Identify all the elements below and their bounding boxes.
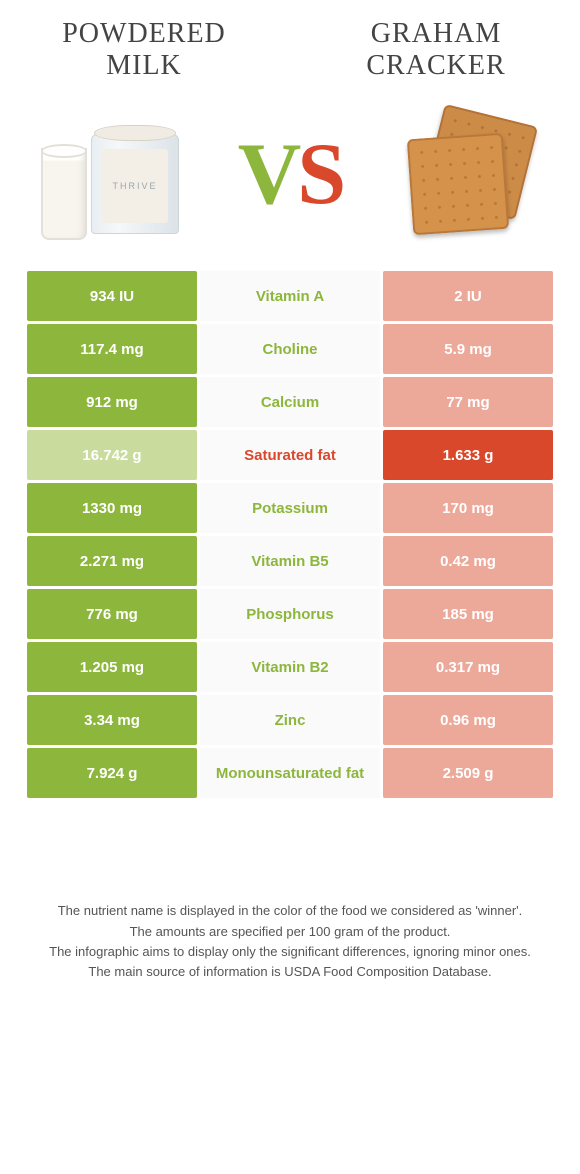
nutrient-name: Vitamin B2: [200, 642, 380, 692]
nutrient-table-body: 934 IUVitamin A2 IU117.4 mgCholine5.9 mg…: [27, 271, 553, 798]
right-value: 185 mg: [383, 589, 553, 639]
nutrient-name: Choline: [200, 324, 380, 374]
table-row: 1330 mgPotassium170 mg: [27, 483, 553, 533]
left-value: 2.271 mg: [27, 536, 197, 586]
right-food-title: GRAHAMCRACKER: [336, 18, 536, 82]
nutrient-name: Phosphorus: [200, 589, 380, 639]
right-value: 77 mg: [383, 377, 553, 427]
left-value: 16.742 g: [27, 430, 197, 480]
right-value: 0.42 mg: [383, 536, 553, 586]
left-food-illustration: THRIVE: [34, 100, 184, 250]
nutrient-name: Potassium: [200, 483, 380, 533]
nutrient-name: Saturated fat: [200, 430, 380, 480]
vs-s: S: [297, 126, 342, 223]
right-value: 0.96 mg: [383, 695, 553, 745]
left-value: 3.34 mg: [27, 695, 197, 745]
right-value: 2.509 g: [383, 748, 553, 798]
graham-cracker-icon: [396, 110, 546, 240]
left-value: 912 mg: [27, 377, 197, 427]
table-row: 1.205 mgVitamin B20.317 mg: [27, 642, 553, 692]
nutrient-name: Calcium: [200, 377, 380, 427]
canister-label: THRIVE: [102, 149, 168, 223]
footnote-line: The main source of information is USDA F…: [30, 962, 550, 982]
left-value: 7.924 g: [27, 748, 197, 798]
hero-row: THRIVE VS: [24, 100, 556, 250]
table-row: 3.34 mgZinc0.96 mg: [27, 695, 553, 745]
left-value: 1.205 mg: [27, 642, 197, 692]
table-row: 934 IUVitamin A2 IU: [27, 271, 553, 321]
left-value: 1330 mg: [27, 483, 197, 533]
table-row: 2.271 mgVitamin B50.42 mg: [27, 536, 553, 586]
right-value: 1.633 g: [383, 430, 553, 480]
footnotes: The nutrient name is displayed in the co…: [24, 901, 556, 982]
table-row: 776 mgPhosphorus185 mg: [27, 589, 553, 639]
right-food-illustration: [396, 100, 546, 250]
right-value: 2 IU: [383, 271, 553, 321]
nutrient-name: Zinc: [200, 695, 380, 745]
nutrient-table: 934 IUVitamin A2 IU117.4 mgCholine5.9 mg…: [24, 268, 556, 801]
left-value: 117.4 mg: [27, 324, 197, 374]
footnote-line: The infographic aims to display only the…: [30, 942, 550, 962]
left-value: 934 IU: [27, 271, 197, 321]
vs-v: V: [238, 126, 298, 223]
header: POWDEREDMILK GRAHAMCRACKER: [24, 18, 556, 82]
table-row: 7.924 gMonounsaturated fat2.509 g: [27, 748, 553, 798]
table-row: 912 mgCalcium77 mg: [27, 377, 553, 427]
table-row: 117.4 mgCholine5.9 mg: [27, 324, 553, 374]
vs-label: VS: [238, 131, 343, 219]
footnote-line: The nutrient name is displayed in the co…: [30, 901, 550, 921]
nutrient-name: Vitamin A: [200, 271, 380, 321]
powdered-milk-icon: THRIVE: [39, 110, 179, 240]
nutrient-name: Vitamin B5: [200, 536, 380, 586]
footnote-line: The amounts are specified per 100 gram o…: [30, 922, 550, 942]
right-value: 170 mg: [383, 483, 553, 533]
nutrient-name: Monounsaturated fat: [200, 748, 380, 798]
table-row: 16.742 gSaturated fat1.633 g: [27, 430, 553, 480]
left-value: 776 mg: [27, 589, 197, 639]
right-value: 0.317 mg: [383, 642, 553, 692]
right-value: 5.9 mg: [383, 324, 553, 374]
left-food-title: POWDEREDMILK: [44, 18, 244, 82]
